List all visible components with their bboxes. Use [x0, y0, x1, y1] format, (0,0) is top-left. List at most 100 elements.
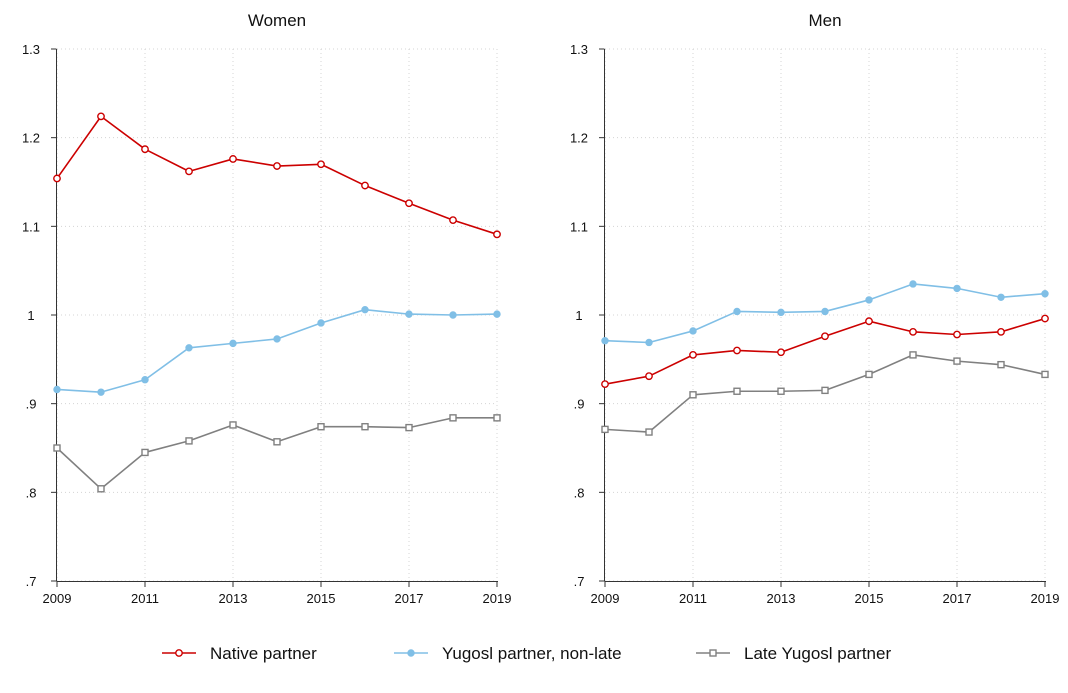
women-late-yugosl-partner-point: [229, 421, 237, 429]
women-late-yugosl-partner-point: [53, 444, 61, 452]
women-yugosl-partner-non-late-point: [97, 388, 105, 396]
women-panel-title: Women: [248, 11, 306, 30]
legend-native-partner-label: Native partner: [210, 644, 317, 663]
women-native-partner-point: [493, 230, 501, 239]
men-y-tick-label: 1: [575, 308, 582, 323]
men-native-partner-point: [997, 327, 1005, 336]
men-panel: Men .7 .8 .9 1 1.1 1.2 1.3 2009 2011 2013 2015 2017 2…: [570, 11, 1060, 606]
women-native-partner-point: [185, 167, 193, 176]
men-late-yugosl-partner-point: [909, 351, 917, 359]
women-yugosl-partner-non-late-point: [185, 344, 193, 352]
men-late-yugosl-partner-point: [689, 391, 697, 399]
men-native-partner-line: [604, 317, 1046, 385]
men-late-yugosl-partner-point: [733, 387, 741, 395]
women-yugosl-partner-non-late-point: [361, 305, 369, 314]
men-yugosl-partner-non-late-point: [601, 337, 609, 345]
women-yugosl-partner-non-late-point: [141, 376, 149, 384]
women-native-partner-point: [229, 155, 237, 163]
women-yugosl-partner-non-late-point: [493, 310, 501, 318]
men-panel-title: Men: [808, 11, 841, 30]
women-x-tick-label: 2011: [131, 591, 159, 606]
men-native-partner-point: [821, 332, 829, 341]
women-y-tick-label: 1.1: [22, 219, 40, 234]
men-yugosl-partner-non-late-point: [733, 307, 741, 316]
legend-native-partner-marker: [175, 649, 183, 657]
men-native-partner-point: [909, 327, 917, 336]
men-x-tick-label: 2015: [855, 591, 884, 606]
women-late-yugosl-partner-point: [141, 448, 149, 457]
women-native-partner-point: [53, 174, 61, 183]
women-panel: Women .7 .8 .9 1 1.1 1.2 1.3 2009 2011 2013 2015 201…: [22, 11, 512, 606]
women-late-yugosl-partner-point: [405, 423, 413, 432]
men-late-yugosl-partner-point: [1041, 370, 1049, 379]
women-yugosl-partner-non-late-point: [53, 385, 61, 394]
women-y-tick-label: .8: [26, 485, 37, 500]
women-native-partner-line: [56, 115, 498, 236]
women-native-partner-point: [449, 216, 457, 225]
women-yugosl-partner-non-late-point: [229, 339, 237, 348]
men-late-yugosl-partner-point: [953, 357, 961, 365]
men-y-tick-label: .7: [574, 574, 585, 589]
women-y-tick-label: 1.3: [22, 42, 40, 57]
legend-late-yugosl-partner-label: Late Yugosl partner: [744, 644, 891, 663]
legend-yugosl-partner-non-late-marker: [407, 649, 415, 657]
men-native-partner-point: [865, 317, 873, 326]
men-late-yugosl-partner-point: [777, 387, 785, 395]
women-native-partner-point: [361, 181, 369, 190]
women-late-yugosl-partner-point: [185, 437, 193, 445]
women-native-partner-point: [97, 112, 105, 121]
men-yugosl-partner-non-late-point: [645, 338, 653, 347]
men-yugosl-partner-non-late-point: [997, 293, 1005, 301]
women-late-yugosl-partner-point: [317, 423, 325, 431]
men-x-tick-label: 2013: [767, 591, 796, 606]
men-y-tick-label: 1.1: [570, 219, 588, 234]
men-y-tick-label: 1.3: [570, 42, 588, 57]
men-y-tick-label: .8: [574, 485, 585, 500]
women-late-yugosl-partner-point: [493, 414, 501, 422]
men-late-yugosl-partner-point: [865, 370, 873, 379]
women-late-yugosl-partner-point: [361, 423, 369, 431]
men-x-tick-label: 2017: [943, 591, 972, 606]
men-late-yugosl-partner-point: [997, 360, 1005, 369]
men-x-tick-label: 2011: [679, 591, 707, 606]
women-yugosl-partner-non-late-point: [317, 319, 325, 327]
women-native-partner-point: [317, 160, 325, 169]
women-x-tick-label: 2015: [307, 591, 336, 606]
women-native-partner-point: [273, 162, 281, 170]
women-x-tick-label: 2019: [483, 591, 512, 606]
men-x-tick-label: 2019: [1031, 591, 1060, 606]
women-y-tick-label: 1: [27, 308, 34, 323]
women-late-yugosl-partner-line: [56, 417, 497, 490]
women-late-yugosl-partner-point: [97, 485, 105, 493]
men-yugosl-partner-non-late-point: [953, 284, 961, 293]
men-native-partner-point: [1041, 314, 1049, 323]
legend-yugosl-partner-non-late-label: Yugosl partner, non-late: [442, 644, 622, 663]
men-yugosl-partner-non-late-point: [821, 307, 829, 316]
men-native-partner-point: [953, 330, 961, 339]
women-x-tick-label: 2013: [219, 591, 248, 606]
men-yugosl-partner-non-late-point: [689, 327, 697, 335]
legend: Native partner Yugosl partner, non-late La…: [162, 644, 891, 663]
women-native-partner-point: [141, 145, 149, 154]
men-late-yugosl-partner-point: [645, 428, 653, 436]
women-yugosl-partner-non-late-point: [273, 335, 281, 343]
legend-late-yugosl-partner-marker: [709, 649, 717, 657]
women-y-tick-label: .9: [26, 397, 37, 412]
men-late-yugosl-partner-point: [821, 386, 829, 395]
men-native-partner-point: [601, 380, 609, 389]
women-x-tick-label: 2017: [395, 591, 424, 606]
men-yugosl-partner-non-late-point: [777, 308, 785, 317]
women-late-yugosl-partner-point: [449, 414, 457, 422]
men-y-tick-label: .9: [574, 397, 585, 412]
men-yugosl-partner-non-late-point: [1041, 290, 1049, 298]
women-yugosl-partner-non-late-line: [56, 308, 498, 393]
men-native-partner-point: [777, 348, 785, 357]
men-native-partner-point: [645, 372, 653, 381]
women-late-yugosl-partner-point: [273, 438, 281, 446]
men-yugosl-partner-non-late-point: [909, 280, 917, 288]
men-late-yugosl-partner-point: [601, 425, 609, 434]
women-y-tick-label: 1.2: [22, 131, 40, 146]
women-yugosl-partner-non-late-point: [449, 311, 457, 319]
men-x-tick-label: 2009: [591, 591, 620, 606]
